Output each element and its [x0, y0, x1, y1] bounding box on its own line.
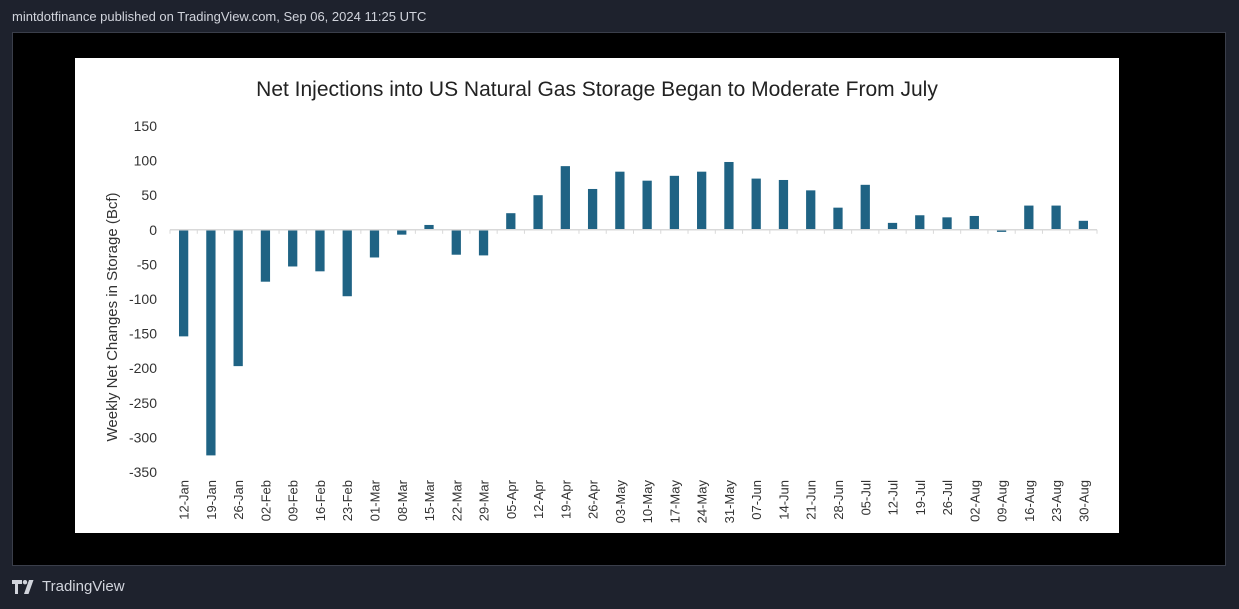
- bars: [178, 161, 1089, 456]
- x-tick-label: 12-Apr: [531, 479, 546, 519]
- bar: [1051, 205, 1061, 230]
- x-tick-label: 19-Apr: [558, 479, 573, 519]
- bar: [342, 229, 352, 297]
- bar: [969, 215, 979, 230]
- bar: [697, 171, 707, 230]
- tradingview-logo-icon: [12, 579, 34, 594]
- x-tick-label: 12-Jul: [886, 480, 901, 516]
- bar: [478, 229, 489, 256]
- x-tick-label: 12-Jan: [177, 480, 192, 520]
- x-tick-label: 30-Aug: [1076, 480, 1091, 522]
- x-tick-label: 07-Jun: [749, 480, 764, 520]
- x-tick-label: 19-Jan: [204, 480, 219, 520]
- y-tick-label: -100: [129, 291, 157, 307]
- x-tick-label: 26-Jan: [231, 480, 246, 520]
- x-tick-label: 21-Jun: [804, 480, 819, 520]
- x-tick-label: 14-Jun: [776, 480, 791, 520]
- x-tick-label: 05-Jul: [858, 480, 873, 516]
- bar: [860, 184, 870, 230]
- y-tick-label: -150: [129, 326, 157, 342]
- bar: [424, 224, 434, 230]
- bar: [806, 190, 816, 230]
- bar: [724, 161, 734, 230]
- tradingview-brand: TradingView: [42, 578, 125, 595]
- x-tick-label: 24-May: [695, 480, 710, 524]
- tradingview-footer[interactable]: TradingView: [12, 578, 125, 595]
- bar: [1078, 220, 1089, 230]
- x-tick-label: 09-Aug: [995, 480, 1010, 522]
- x-tick-label: 22-Mar: [449, 479, 464, 521]
- x-tick-label: 02-Aug: [967, 480, 982, 522]
- x-tick-label: 05-Apr: [504, 479, 519, 519]
- y-tick-label: -200: [129, 360, 157, 376]
- bar: [887, 222, 898, 230]
- bar: [178, 229, 189, 337]
- bar: [560, 166, 570, 230]
- bar: [369, 229, 380, 258]
- bar: [1024, 205, 1034, 230]
- x-tick-label: 29-Mar: [477, 479, 492, 521]
- bar-chart: Net Injections into US Natural Gas Stora…: [104, 78, 1098, 523]
- x-tick-label: 23-Feb: [340, 480, 355, 521]
- x-tick-label: 17-May: [667, 480, 682, 524]
- x-axis-ticks: 12-Jan 19-Jan 26-Jan 02-Feb 09-Feb 16-Feb 23-F…: [177, 479, 1092, 523]
- publish-info: mintdotfinance published on TradingView.…: [12, 9, 427, 24]
- bar: [233, 229, 243, 367]
- y-tick-label: -250: [129, 395, 157, 411]
- bar: [915, 215, 925, 230]
- y-tick-label: -50: [137, 256, 157, 272]
- bar: [451, 229, 461, 255]
- bar: [833, 207, 843, 230]
- y-tick-label: -350: [129, 464, 157, 480]
- bar: [206, 229, 216, 456]
- bar: [397, 229, 407, 235]
- x-tick-label: 31-May: [722, 480, 737, 524]
- bar: [996, 229, 1007, 232]
- x-tick-label: 02-Feb: [258, 480, 273, 521]
- x-tick-label: 19-Jul: [913, 480, 928, 516]
- x-tick-label: 15-Mar: [422, 479, 437, 521]
- bar: [778, 179, 789, 230]
- bar: [942, 217, 952, 230]
- x-tick-label: 01-Mar: [367, 479, 382, 521]
- y-tick-label: 150: [134, 118, 158, 134]
- bar: [506, 213, 516, 230]
- bar: [615, 171, 625, 230]
- bar: [288, 229, 298, 267]
- x-tick-label: 16-Feb: [313, 480, 328, 521]
- chart-title: Net Injections into US Natural Gas Stora…: [256, 78, 938, 101]
- y-tick-label: 50: [141, 187, 157, 203]
- bar: [533, 195, 543, 230]
- y-tick-label: 0: [149, 222, 157, 238]
- bar: [260, 229, 271, 282]
- x-tick-label: 10-May: [640, 480, 655, 524]
- bar: [669, 175, 680, 230]
- x-tick-label: 03-May: [613, 480, 628, 524]
- x-tick-label: 26-Jul: [940, 480, 955, 516]
- x-tick-label: 26-Apr: [586, 479, 601, 519]
- x-tick-label: 28-Jun: [831, 480, 846, 520]
- x-tick-label: 16-Aug: [1022, 480, 1037, 522]
- x-tick-label: 08-Mar: [395, 479, 410, 521]
- y-axis-label: Weekly Net Changes in Storage (Bcf): [104, 192, 121, 441]
- y-axis-ticks: 150 100 50 0 -50 -100 -150 -200 -250 -300 -350: [129, 118, 157, 480]
- x-tick-label: 09-Feb: [286, 480, 301, 521]
- bar: [315, 229, 325, 272]
- chart-card: Net Injections into US Natural Gas Stora…: [75, 58, 1119, 533]
- bar: [751, 178, 761, 230]
- x-tick-label: 23-Aug: [1049, 480, 1064, 522]
- bar: [587, 188, 598, 230]
- y-tick-label: -300: [129, 429, 157, 445]
- y-tick-label: 100: [134, 153, 158, 169]
- bar: [642, 180, 652, 230]
